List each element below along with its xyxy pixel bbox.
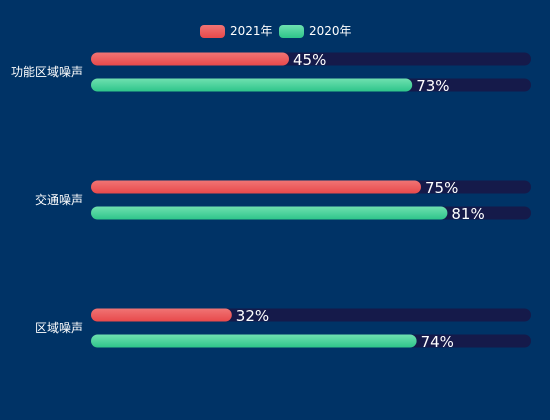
bar-value-label: 32% [236,307,269,325]
bar[interactable] [91,180,421,194]
bar-group: 功能区域噪声 45% 73% [11,51,531,95]
legend: 2021年 2020年 [200,24,352,38]
bar[interactable] [91,206,448,220]
bar-value-label: 45% [293,51,326,69]
category-label: 交通噪声 [35,192,83,207]
bar-value-label: 73% [416,77,449,95]
bar-group: 区域噪声 32% 74% [35,307,531,351]
bar[interactable] [91,334,417,348]
bar[interactable] [91,52,289,66]
category-label: 功能区域噪声 [11,65,83,79]
bars: 功能区域噪声 45% 73% 交通噪声 75% 81% 区域噪声 32% 74% [11,51,531,351]
legend-label[interactable]: 2021年 [230,24,273,38]
legend-swatch-2021年[interactable] [200,25,225,38]
bar-value-label: 74% [421,333,454,351]
bar-group: 交通噪声 75% 81% [35,179,531,223]
bar[interactable] [91,78,413,92]
category-label: 区域噪声 [35,321,83,335]
bar-value-label: 81% [451,205,484,223]
legend-swatch-2020年[interactable] [279,25,304,38]
bar-value-label: 75% [425,179,458,197]
bar[interactable] [91,308,232,322]
legend-label[interactable]: 2020年 [309,24,352,38]
